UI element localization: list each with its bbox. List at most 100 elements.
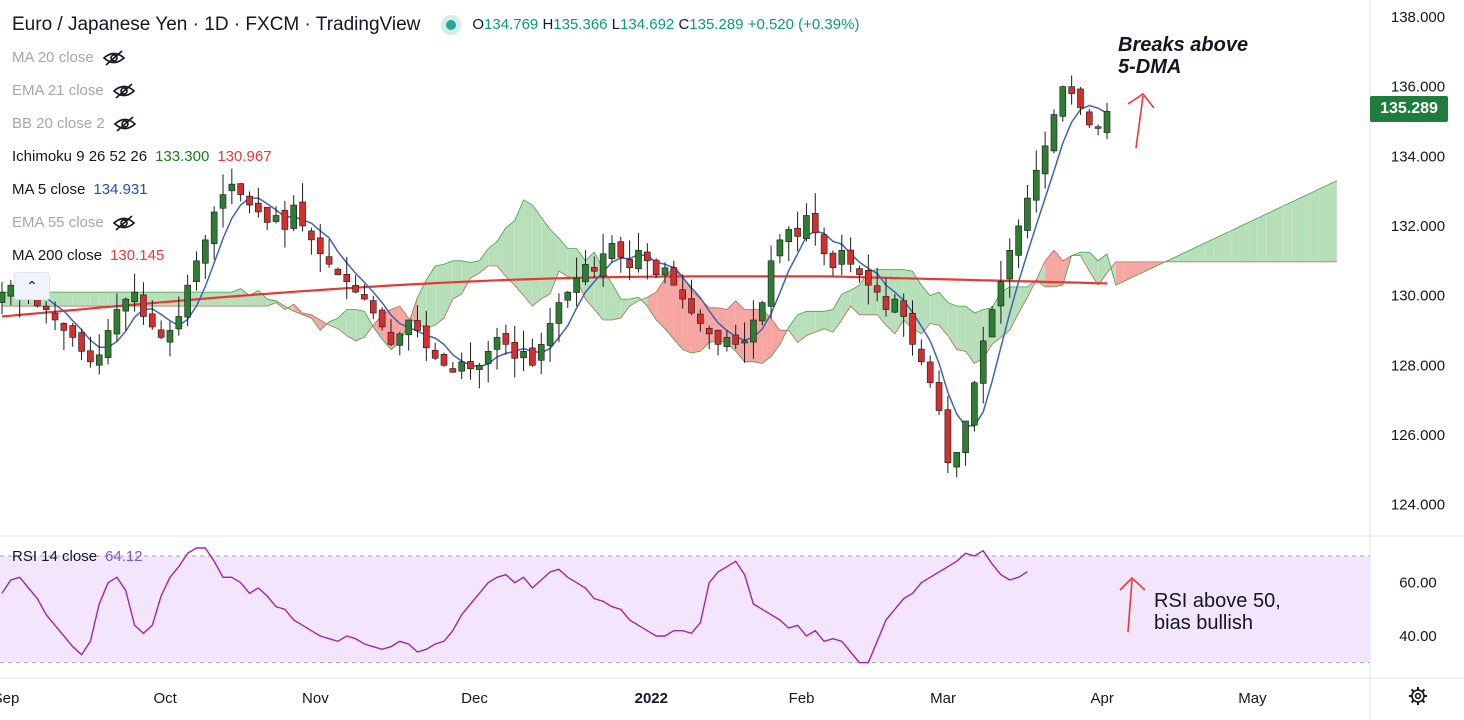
open-value: 134.769: [484, 16, 539, 33]
hidden-eye-icon[interactable]: [102, 49, 126, 67]
candle-body: [140, 294, 147, 317]
cloud-bull-segment: [1230, 226, 1240, 262]
candle: [246, 191, 253, 214]
indicator-value: 133.300: [155, 148, 210, 165]
candle: [829, 250, 837, 276]
cloud-bull-segment: [63, 292, 73, 307]
candle: [679, 274, 686, 309]
cloud-bear-segment: [1115, 261, 1125, 286]
candle: [60, 322, 68, 351]
candle-body: [193, 260, 200, 282]
candle: [493, 327, 501, 370]
indicator-value: 134.931: [93, 181, 148, 198]
candle: [193, 251, 200, 291]
candle-body: [891, 298, 899, 313]
candle-body: [714, 329, 722, 345]
indicator-row[interactable]: MA 5 close 134.931: [12, 173, 859, 206]
cloud-bull-segment: [108, 292, 117, 307]
cloud-bull-segment: [1089, 252, 1099, 286]
candle-body: [1103, 111, 1111, 133]
candle-body: [679, 289, 686, 300]
candle: [378, 307, 386, 331]
cloud-bull-segment: [894, 269, 904, 334]
annotation-line-1: Breaks above: [1118, 34, 1249, 56]
candle-body: [1032, 169, 1040, 201]
candle: [909, 300, 916, 356]
close-label: C: [678, 16, 690, 33]
candle-body: [95, 354, 103, 366]
cloud-bull-segment: [1328, 180, 1337, 262]
time-tick-label: Feb: [789, 690, 815, 707]
hidden-eye-icon[interactable]: [113, 115, 137, 133]
indicator-row[interactable]: Ichimoku 9 26 52 26 133.300 130.967: [12, 140, 859, 173]
candle-body: [573, 277, 580, 293]
cloud-bull-segment: [1080, 252, 1090, 272]
candle-body: [909, 312, 916, 345]
cloud-bull-segment: [337, 309, 347, 336]
candle: [555, 293, 563, 342]
candle-body: [794, 227, 801, 237]
candle-body: [971, 382, 978, 426]
candle-body: [69, 325, 77, 338]
indicator-row[interactable]: BB 20 close 2: [12, 107, 859, 140]
candle-body: [175, 316, 183, 330]
indicator-row[interactable]: MA 200 close 130.145: [12, 239, 859, 272]
cloud-bull-segment: [629, 297, 639, 307]
candle: [529, 338, 536, 367]
indicator-row[interactable]: EMA 55 close: [12, 206, 859, 239]
cloud-bull-segment: [1213, 235, 1222, 262]
candle-body: [838, 250, 846, 265]
cloud-bull-segment: [1009, 286, 1019, 331]
candle-body: [988, 309, 996, 338]
indicator-row[interactable]: MA 20 close: [12, 41, 859, 74]
indicator-name: EMA 21 close: [12, 82, 104, 99]
cloud-bull-segment: [444, 260, 453, 319]
cloud-bull-segment: [240, 288, 250, 307]
candle: [414, 305, 421, 338]
candle-body: [511, 341, 519, 359]
candle: [979, 326, 987, 404]
candle: [343, 256, 351, 300]
candle: [944, 395, 952, 474]
rsi-value: 64.12: [105, 548, 143, 565]
candle: [431, 342, 439, 360]
hidden-eye-icon[interactable]: [112, 82, 136, 100]
hidden-eye-icon[interactable]: [112, 214, 136, 232]
candle: [140, 282, 147, 325]
candle-body: [113, 309, 121, 335]
candle: [520, 330, 527, 372]
candle: [387, 319, 395, 347]
gear-icon[interactable]: [1408, 686, 1428, 706]
indicator-name: MA 20 close: [12, 49, 94, 66]
candle-body: [87, 350, 94, 363]
candle: [723, 330, 731, 352]
symbol-title[interactable]: Euro / Japanese Yen · 1D · FXCM · Tradin…: [12, 14, 421, 35]
candle-body: [670, 267, 678, 286]
indicator-value: 130.145: [110, 247, 165, 264]
candle-body: [263, 206, 271, 223]
cloud-bear-segment: [656, 278, 665, 329]
chevron-up-icon: ⌃: [26, 278, 38, 294]
candle: [184, 274, 191, 327]
candle: [1015, 219, 1022, 269]
rsi-path: [1, 547, 1028, 664]
cloud-bull-segment: [90, 292, 100, 307]
candle: [237, 183, 244, 202]
collapse-legend-button[interactable]: ⌃: [14, 272, 50, 300]
candle: [316, 224, 324, 272]
indicator-row[interactable]: EMA 21 close: [12, 74, 859, 107]
cloud-bull-segment: [470, 260, 480, 279]
candle-body: [104, 330, 112, 358]
candle-body: [484, 351, 492, 364]
cloud-bull-segment: [1168, 255, 1178, 262]
low-value: 134.692: [620, 16, 675, 33]
annotation-rsi-line-1: RSI above 50,: [1154, 590, 1281, 612]
candle: [175, 296, 183, 336]
cloud-bear-segment: [700, 299, 710, 352]
candle-body: [829, 252, 837, 269]
candle: [78, 328, 85, 361]
candle-body: [865, 269, 872, 286]
candle-body: [272, 215, 280, 222]
cloud-bear-segment: [311, 314, 321, 331]
